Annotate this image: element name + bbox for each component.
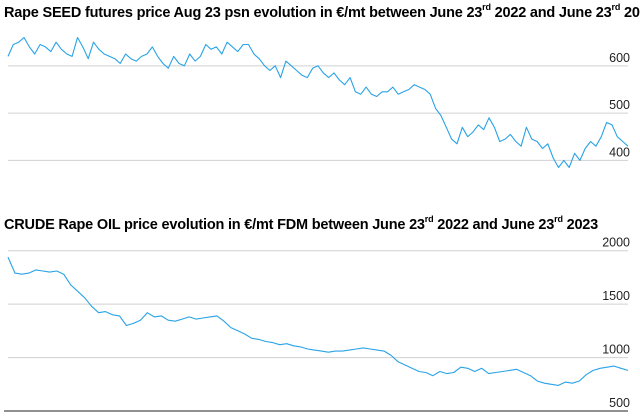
y-tick-label: 600 <box>609 51 630 65</box>
chart-title-crude-oil: CRUDE Rape OIL price evolution in €/mt F… <box>4 214 599 233</box>
price-series-line <box>7 256 629 386</box>
y-tick-label: 400 <box>609 145 630 159</box>
price-series-line <box>7 36 629 169</box>
y-tick-label: 1500 <box>602 289 630 303</box>
y-tick-label: 1000 <box>602 343 630 357</box>
y-tick-label: 500 <box>609 98 630 112</box>
y-tick-label: 2000 <box>602 236 630 250</box>
chart-title-rapeseed: Rape SEED futures price Aug 23 psn evolu… <box>4 2 640 21</box>
y-tick-label: 500 <box>609 396 630 410</box>
